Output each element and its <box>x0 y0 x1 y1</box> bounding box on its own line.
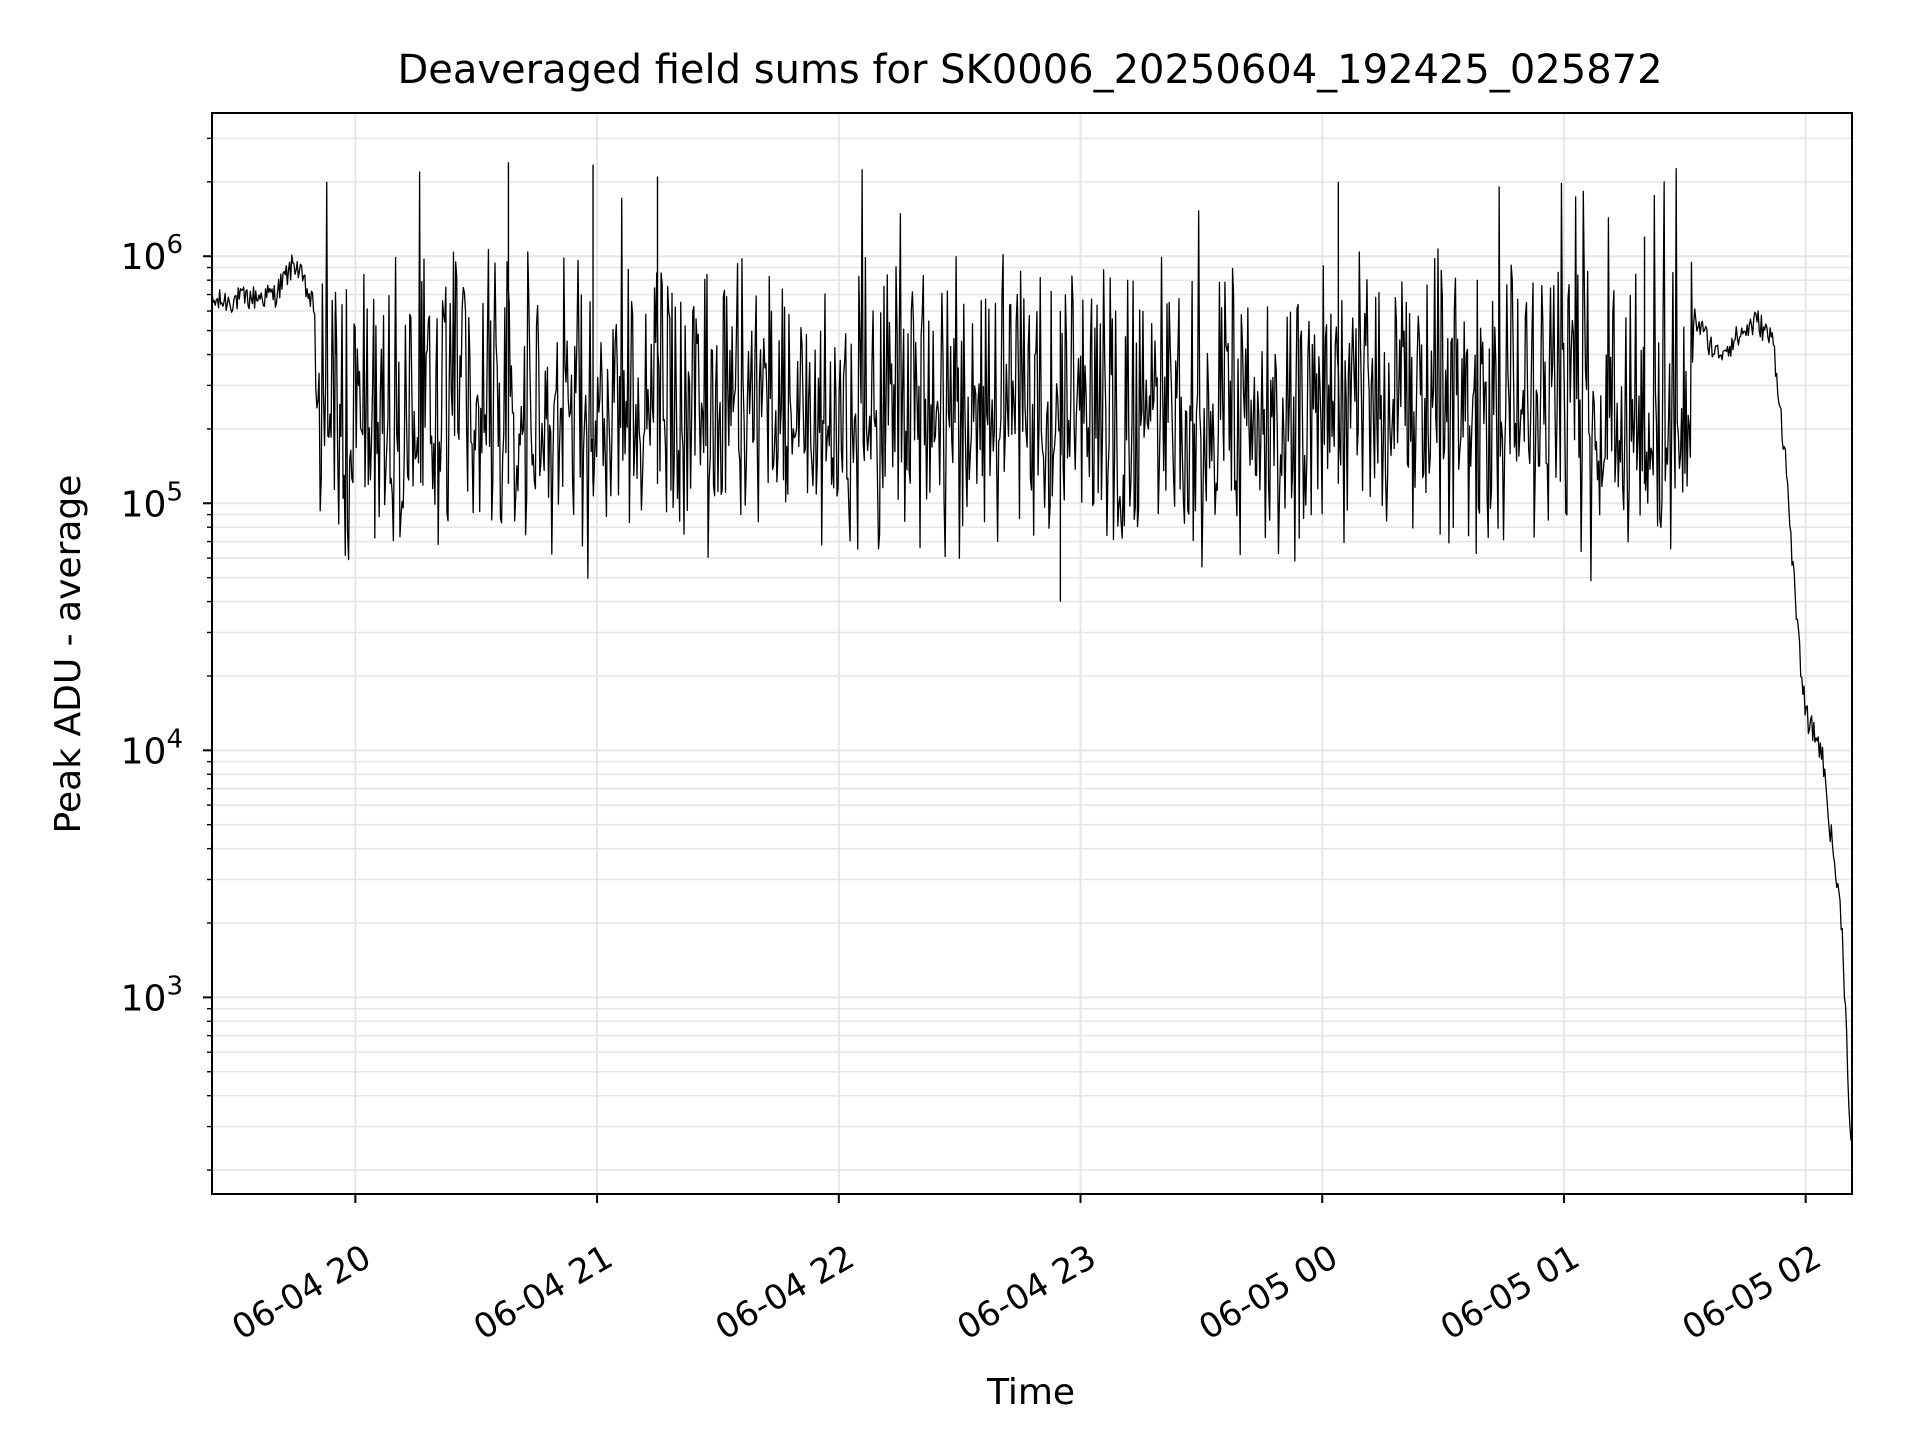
y-tick-label: 104 <box>121 724 183 772</box>
series-line <box>211 167 1852 1141</box>
y-axis: 103 104 105 106 <box>121 137 212 1171</box>
grid <box>212 113 1852 1194</box>
y-tick-label: 103 <box>121 971 183 1019</box>
series-layer <box>211 162 1852 1141</box>
y-tick-label: 106 <box>121 230 183 278</box>
x-axis-label: Time <box>986 1372 1075 1413</box>
chart-title: Deaveraged field sums for SK0006_2025060… <box>397 47 1662 93</box>
y-axis-label: Peak ADU - average <box>48 475 89 834</box>
plot-frame <box>211 112 1853 1195</box>
y-tick-label: 105 <box>121 477 183 525</box>
